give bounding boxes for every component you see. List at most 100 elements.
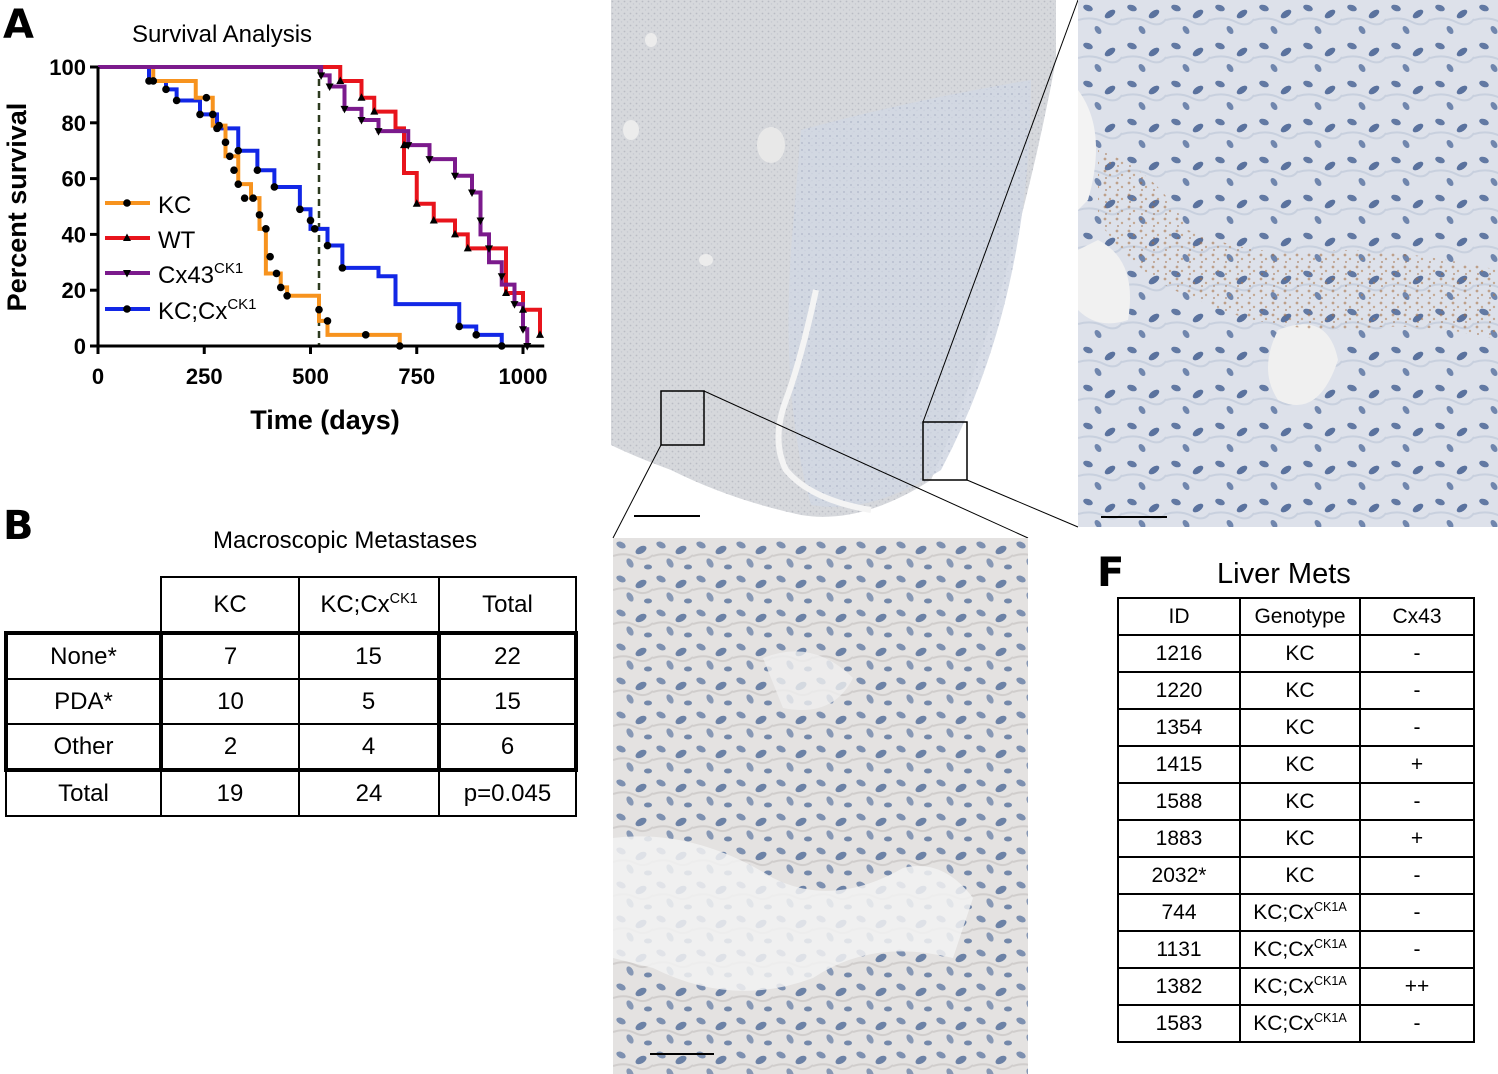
table-cell: - — [1359, 634, 1475, 673]
liver-mets-table: ID Genotype Cx43 1216 KC -1220 KC -1354 KC -14… — [1117, 597, 1475, 1043]
table-row: Total 19 24 p=0.045 — [5, 769, 577, 817]
data-point — [255, 211, 264, 219]
table-row-label: PDA* — [4, 678, 162, 725]
data-point — [472, 331, 481, 339]
table-cell: 19 — [160, 769, 300, 817]
table-header-cell: Cx43 — [1359, 597, 1475, 636]
clear-space — [763, 651, 853, 710]
connector-line — [922, 0, 1079, 423]
data-point — [425, 156, 434, 164]
table-cell: - — [1359, 1004, 1475, 1043]
data-point — [412, 199, 421, 207]
scale-bar-d — [650, 1053, 714, 1055]
table-row-label: None* — [4, 631, 162, 680]
data-point — [306, 216, 315, 225]
table-cell: - — [1359, 893, 1475, 932]
table-row: 1415 KC + — [1117, 745, 1475, 784]
table-cell: KC;CxCK1A — [1239, 967, 1361, 1006]
tissue-fissure — [775, 289, 872, 513]
vessel — [757, 127, 785, 163]
table-row: 1883 KC + — [1117, 819, 1475, 858]
clear-space — [1078, 90, 1096, 210]
table-cell: 15 — [437, 678, 578, 725]
connector-line — [612, 444, 662, 539]
y-tick-label: 100 — [49, 55, 86, 80]
data-point — [272, 269, 281, 278]
y-tick-label: 80 — [62, 111, 86, 136]
table-f-title: Liver Mets — [1217, 558, 1351, 590]
table-row: 1382 KC;CxCK1A ++ — [1117, 967, 1475, 1006]
x-tick-label: 500 — [292, 364, 329, 389]
micrograph-e — [1078, 0, 1498, 527]
connector-line — [703, 390, 1029, 539]
table-row: 2032* KC - — [1117, 856, 1475, 895]
scale-bar-c — [634, 515, 700, 517]
table-cell: 1216 — [1117, 634, 1241, 673]
table-cell: KC;CxCK1A — [1239, 1004, 1361, 1043]
data-point — [536, 330, 544, 338]
table-cell: 7 — [159, 631, 300, 680]
table-row: 1588 KC - — [1117, 782, 1475, 821]
table-cell: KC;CxCK1A — [1239, 930, 1361, 969]
table-header-cell: KC — [160, 576, 300, 634]
y-tick-label: 60 — [62, 167, 86, 192]
vessel — [645, 33, 657, 47]
data-point — [296, 205, 304, 214]
table-cell: KC;CxCK1A — [1239, 893, 1361, 932]
data-point — [234, 180, 243, 188]
data-point — [374, 128, 383, 136]
table-row: None* 7 15 22 — [4, 631, 578, 680]
table-cell: 1354 — [1117, 708, 1241, 747]
table-cell: KC — [1239, 782, 1361, 821]
legend-marker — [123, 199, 131, 207]
table-cell: 24 — [298, 769, 440, 817]
table-cell: KC — [1239, 708, 1361, 747]
tissue-d — [613, 538, 1028, 1074]
micrograph-c — [611, 0, 1056, 517]
table-cell: 2032* — [1117, 856, 1241, 895]
data-point — [361, 331, 370, 339]
table-cell: 4 — [298, 723, 440, 772]
table-cell: 15 — [298, 631, 440, 680]
data-point — [310, 225, 319, 233]
table-cell — [6, 577, 162, 634]
y-tick-label: 20 — [62, 278, 86, 303]
data-point — [519, 326, 527, 334]
table-cell: + — [1359, 745, 1475, 784]
table-row: PDA* 10 5 15 — [4, 678, 578, 725]
data-point — [276, 283, 285, 292]
data-point — [404, 142, 413, 150]
table-row: 1131 KC;CxCK1A - — [1117, 930, 1475, 969]
table-header-cell: ID — [1117, 597, 1241, 636]
data-point — [502, 288, 510, 296]
legend-marker — [123, 305, 131, 313]
table-cell: 1220 — [1117, 671, 1241, 710]
data-point — [172, 96, 181, 105]
data-point — [451, 172, 459, 181]
metastases-table: KC KC;CxCK1 Total None* 7 15 22 PDA* 10 … — [4, 576, 578, 817]
vessel — [699, 254, 713, 266]
inset-box-e — [922, 421, 968, 481]
tumor-region — [788, 80, 1031, 507]
table-cell: 1583 — [1117, 1004, 1241, 1043]
legend-label: KC;CxCK1 — [158, 296, 257, 325]
data-point — [317, 72, 326, 80]
table-cell: 5 — [298, 678, 440, 725]
data-point — [463, 243, 472, 252]
data-point — [253, 166, 262, 175]
table-cell: KC — [1239, 634, 1361, 673]
series-line-cx43 — [98, 65, 530, 346]
panel-letter-a: A — [3, 2, 34, 48]
vessel — [623, 120, 639, 140]
legend-label: KC — [158, 192, 191, 219]
data-point — [283, 291, 291, 300]
table-cell: 1415 — [1117, 745, 1241, 784]
clear-space — [1268, 324, 1338, 405]
data-point — [215, 121, 223, 130]
table-row: 1354 KC - — [1117, 708, 1475, 747]
table-row: 1583 KC;CxCK1A - — [1117, 1004, 1475, 1043]
plot-area — [98, 65, 544, 351]
table-cell: 1131 — [1117, 930, 1241, 969]
